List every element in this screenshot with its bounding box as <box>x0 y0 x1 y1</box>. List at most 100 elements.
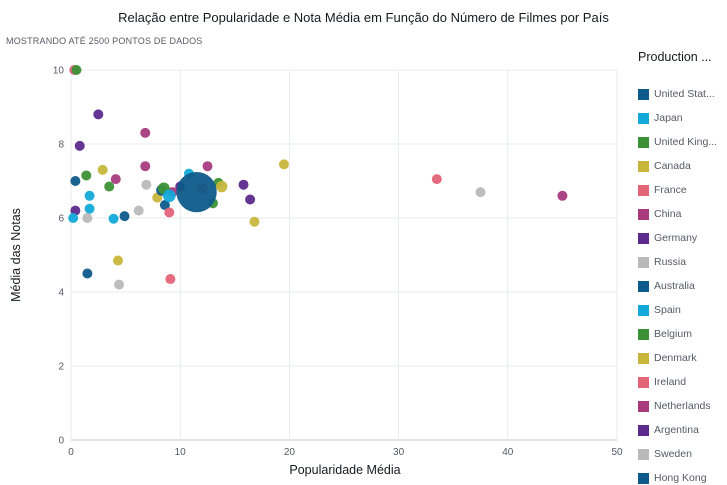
data-point[interactable] <box>81 170 92 181</box>
data-point[interactable] <box>82 213 93 223</box>
axis-ticks: 0 2 4 6 8 10 0 10 20 30 40 50 <box>53 66 623 459</box>
legend-swatch <box>638 304 649 316</box>
data-point[interactable] <box>249 216 260 227</box>
data-point[interactable] <box>82 268 93 279</box>
data-point[interactable] <box>70 176 81 186</box>
legend-label: Germany <box>654 232 698 244</box>
legend-label: Belgium <box>654 328 692 340</box>
x-tick-label: 30 <box>393 447 405 458</box>
data-point[interactable] <box>93 109 104 120</box>
legend-item[interactable]: Russia <box>638 250 727 274</box>
data-point[interactable] <box>557 190 568 201</box>
data-point[interactable] <box>112 255 123 266</box>
x-tick-label: 20 <box>284 447 296 458</box>
legend-item[interactable]: United Stat... <box>638 82 727 106</box>
legend-item[interactable]: Argentina <box>638 418 727 442</box>
legend-swatch <box>638 400 649 412</box>
y-tick-label: 0 <box>58 436 64 447</box>
y-tick-label: 10 <box>53 66 65 77</box>
legend-item[interactable]: Hong Kong <box>638 466 727 485</box>
data-point[interactable] <box>140 161 151 172</box>
legend-item[interactable]: Australia <box>638 274 727 298</box>
legend-label: Netherlands <box>654 400 711 412</box>
legend-item[interactable]: France <box>638 178 727 202</box>
y-tick-label: 4 <box>58 288 64 299</box>
x-tick-label: 40 <box>502 447 514 458</box>
data-point[interactable] <box>238 179 249 190</box>
legend-swatch <box>638 352 649 364</box>
data-point[interactable] <box>159 200 170 211</box>
data-point[interactable] <box>202 161 213 172</box>
legend-swatch <box>638 280 649 292</box>
y-axis-title: Média das Notas <box>9 208 23 302</box>
data-point[interactable] <box>140 127 151 138</box>
data-point[interactable] <box>245 194 256 205</box>
data-point[interactable] <box>164 207 175 218</box>
legend-label: Ireland <box>654 376 687 388</box>
legend-label: Canada <box>654 160 691 172</box>
data-point[interactable] <box>74 140 85 151</box>
legend-label: France <box>654 184 687 196</box>
data-point[interactable] <box>162 189 176 203</box>
legend-item[interactable]: United King... <box>638 130 727 154</box>
legend-label: United Stat... <box>654 88 715 100</box>
legend-swatch <box>638 448 649 460</box>
data-point[interactable] <box>141 179 152 190</box>
legend-item[interactable]: Netherlands <box>638 394 727 418</box>
legend-label: United King... <box>654 136 718 148</box>
legend-swatch <box>638 472 649 484</box>
legend-item[interactable]: Spain <box>638 298 727 322</box>
data-point[interactable] <box>84 203 95 214</box>
data-point[interactable] <box>133 205 144 216</box>
scatter-plot: 0 2 4 6 8 10 0 10 20 30 40 50 Popularidade Média Mé… <box>9 65 623 477</box>
x-tick-label: 0 <box>68 447 74 458</box>
legend-title: Production ... <box>638 50 712 64</box>
legend-item[interactable]: China <box>638 202 727 226</box>
legend-item[interactable]: Germany <box>638 226 727 250</box>
chart-subtitle: MOSTRANDO ATÉ 2500 PONTOS DE DADOS <box>6 36 203 46</box>
data-point[interactable] <box>104 181 115 192</box>
x-tick-label: 10 <box>175 447 187 458</box>
data-point[interactable] <box>108 213 119 224</box>
legend-label: Argentina <box>654 424 699 436</box>
y-tick-label: 2 <box>58 362 64 373</box>
legend-swatch <box>638 88 649 100</box>
legend-label: Australia <box>654 280 695 292</box>
data-points <box>68 65 568 290</box>
data-point[interactable] <box>114 279 125 290</box>
legend-swatch <box>638 232 649 244</box>
data-point[interactable] <box>68 213 79 223</box>
legend: Production ... United Stat... Japan United… <box>638 50 727 485</box>
data-point[interactable] <box>84 190 95 201</box>
data-point[interactable] <box>215 180 228 193</box>
legend-item[interactable]: Sweden <box>638 442 727 466</box>
y-tick-label: 8 <box>58 140 64 151</box>
x-tick-label: 50 <box>611 447 623 458</box>
legend-swatch <box>638 112 649 124</box>
legend-swatch <box>638 184 649 196</box>
legend-item[interactable]: Denmark <box>638 346 727 370</box>
legend-swatch <box>638 136 649 148</box>
data-point[interactable] <box>475 187 486 198</box>
data-point[interactable] <box>176 171 217 213</box>
legend-label: Denmark <box>654 352 697 364</box>
data-point[interactable] <box>119 211 130 222</box>
legend-swatch <box>638 328 649 340</box>
legend-label: Japan <box>654 112 683 124</box>
legend-swatch <box>638 160 649 172</box>
data-point[interactable] <box>431 174 442 185</box>
legend-item[interactable]: Ireland <box>638 370 727 394</box>
data-point[interactable] <box>165 274 176 285</box>
legend-item[interactable]: Canada <box>638 154 727 178</box>
data-point[interactable] <box>278 159 289 170</box>
data-point[interactable] <box>71 65 82 75</box>
legend-item[interactable]: Japan <box>638 106 727 130</box>
legend-label: China <box>654 208 682 220</box>
legend-item[interactable]: Belgium <box>638 322 727 346</box>
legend-label: Sweden <box>654 448 692 460</box>
legend-label: Russia <box>654 256 687 268</box>
legend-label: Spain <box>654 304 681 316</box>
data-point[interactable] <box>97 164 108 175</box>
legend-swatch <box>638 424 649 436</box>
data-point[interactable] <box>110 174 121 185</box>
